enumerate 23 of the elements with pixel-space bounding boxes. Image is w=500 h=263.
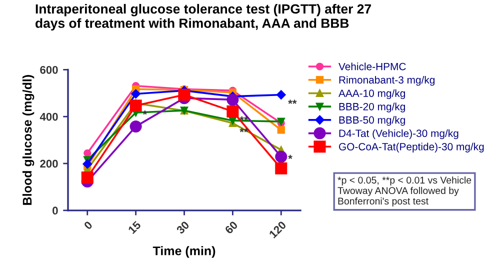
- x-tick-label: 120: [268, 220, 287, 239]
- legend-label: BBB-50 mg/kg: [339, 116, 405, 126]
- x-tick-label: 60: [224, 220, 238, 234]
- text: *p < 0.05, **p < 0.01 vs Vehicle Twoway ANOVA followed by Bonferroni's post test: [338, 176, 472, 206]
- annotation: **: [240, 128, 248, 132]
- x-tick-label: 15: [128, 220, 142, 234]
- y-tick-label: 0: [52, 206, 58, 215]
- legend-label: D4-Tat (Vehicle)-30 mg/kg: [339, 129, 458, 140]
- legend-label: GO-CoA-Tat(Peptide)-30 mg/kg: [339, 142, 484, 152]
- legend-label: AAA-10 mg/kg: [338, 89, 405, 100]
- x-tick-label: 0: [84, 220, 93, 230]
- y-tick-label: 600: [40, 66, 58, 74]
- y-tick-label: 200: [40, 160, 58, 168]
- chart-title: Intraperitoneal glucose tolerance test (IPGTT) after 27 days of treatment with Rimonabant, AAA and BBB: [36, 4, 371, 31]
- annotation: **: [288, 100, 297, 104]
- legend-label: BBB-20 mg/kg: [339, 102, 405, 112]
- y-tick-label: 400: [40, 112, 58, 121]
- annotation: *: [288, 154, 292, 159]
- x-axis-title: Time (min): [152, 246, 216, 258]
- y-axis-title: Blood glucose (mg/dl): [22, 75, 34, 205]
- x-tick-label: 30: [176, 220, 190, 234]
- legend-label: Vehicle-HPMC: [338, 62, 406, 70]
- legend-label: Rimonabant-3 mg/kg: [339, 76, 434, 86]
